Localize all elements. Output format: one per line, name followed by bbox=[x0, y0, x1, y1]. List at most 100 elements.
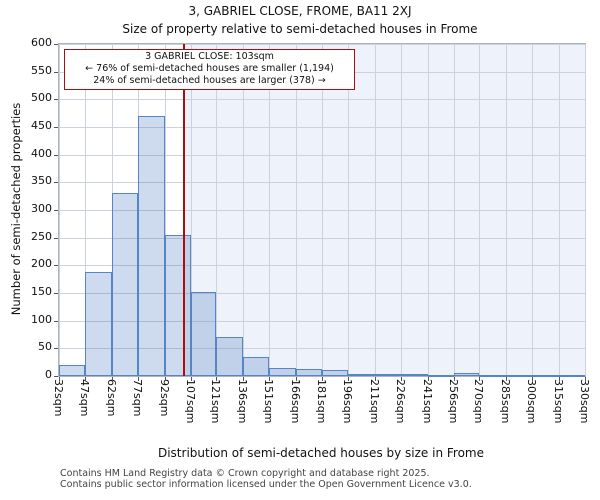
plot-area: 3 GABRIEL CLOSE: 103sqm ← 76% of semi-de… bbox=[54, 43, 586, 381]
x-tick bbox=[322, 377, 323, 381]
x-gridline bbox=[532, 44, 534, 376]
x-gridline bbox=[85, 44, 87, 376]
histogram-bar bbox=[454, 373, 480, 376]
x-tick bbox=[191, 377, 193, 381]
x-gridline bbox=[585, 44, 586, 376]
histogram-bar bbox=[138, 115, 165, 376]
y-tick bbox=[54, 210, 58, 211]
footer-attribution-1: Contains HM Land Registry data © Crown c… bbox=[60, 468, 430, 479]
histogram-bar bbox=[427, 374, 455, 377]
histogram-bar bbox=[322, 369, 349, 376]
x-tick bbox=[295, 377, 297, 381]
x-tick-label: 121sqm bbox=[209, 379, 223, 424]
histogram-bar bbox=[505, 374, 533, 377]
x-gridline bbox=[269, 44, 271, 376]
y-tick bbox=[54, 265, 58, 267]
property-size-marker-line bbox=[183, 44, 186, 376]
x-tick bbox=[479, 377, 481, 381]
y-tick-label: 100 bbox=[31, 312, 52, 326]
x-tick-label: 32sqm bbox=[52, 379, 65, 417]
y-tick-label: 300 bbox=[31, 202, 52, 215]
y-tick-label: 200 bbox=[31, 257, 52, 271]
x-tick-label: 181sqm bbox=[315, 379, 328, 424]
histogram-bar bbox=[479, 374, 506, 377]
y-tick bbox=[54, 348, 58, 350]
x-gridline bbox=[348, 44, 350, 376]
y-tick bbox=[54, 320, 58, 322]
y-tick bbox=[54, 182, 58, 184]
x-gridline bbox=[427, 44, 429, 376]
y-tick bbox=[54, 71, 58, 73]
histogram-bar bbox=[59, 364, 86, 376]
x-gridline bbox=[59, 44, 60, 376]
x-tick-label: 256sqm bbox=[447, 379, 461, 424]
x-tick bbox=[59, 377, 60, 381]
histogram-bar bbox=[401, 373, 428, 376]
callout-line-1: 3 GABRIEL CLOSE: 103sqm bbox=[145, 51, 274, 62]
x-tick-label: 285sqm bbox=[498, 379, 512, 424]
x-gridline bbox=[454, 44, 456, 376]
histogram-bar bbox=[85, 271, 112, 376]
x-tick-label: 151sqm bbox=[262, 379, 276, 424]
x-tick bbox=[164, 377, 166, 381]
y-tick bbox=[54, 99, 58, 101]
histogram-bar bbox=[558, 374, 585, 377]
x-gridline bbox=[191, 44, 193, 376]
x-tick bbox=[242, 377, 244, 381]
x-tick bbox=[138, 377, 140, 381]
x-gridline bbox=[479, 44, 481, 376]
y-tick-label: 550 bbox=[31, 63, 52, 77]
histogram-bar bbox=[216, 337, 243, 376]
histogram-bar bbox=[295, 368, 322, 376]
histogram-bar bbox=[374, 373, 402, 376]
x-tick bbox=[401, 377, 403, 381]
x-tick bbox=[505, 377, 507, 381]
x-tick bbox=[348, 377, 350, 381]
histogram-bar bbox=[348, 374, 375, 377]
x-gridline bbox=[216, 44, 218, 376]
y-tick bbox=[54, 376, 58, 377]
x-gridline bbox=[242, 44, 244, 376]
histogram-bar bbox=[269, 367, 296, 376]
y-tick-label: 150 bbox=[31, 285, 52, 298]
y-tick-label: 50 bbox=[38, 340, 52, 354]
x-tick-label: 62sqm bbox=[104, 379, 118, 417]
histogram-bar bbox=[242, 357, 270, 376]
x-tick-label: 211sqm bbox=[367, 379, 381, 424]
y-tick bbox=[54, 237, 58, 239]
y-tick-label: 350 bbox=[31, 174, 52, 188]
y-tick bbox=[54, 293, 58, 294]
x-tick-label: 166sqm bbox=[288, 379, 302, 424]
callout-line-3: 24% of semi-detached houses are larger (… bbox=[93, 75, 326, 86]
chart-subtitle: Size of property relative to semi-detach… bbox=[122, 22, 478, 36]
x-axis-label: Distribution of semi-detached houses by … bbox=[157, 446, 484, 460]
histogram-bar bbox=[191, 291, 217, 376]
histogram-bar bbox=[111, 192, 139, 376]
y-tick-label: 0 bbox=[45, 368, 52, 381]
y-tick-label: 250 bbox=[31, 229, 52, 243]
x-tick-label: 241sqm bbox=[420, 379, 434, 424]
x-gridline bbox=[295, 44, 297, 376]
x-tick-label: 330sqm bbox=[578, 379, 591, 424]
x-tick-label: 77sqm bbox=[131, 379, 145, 417]
x-tick-label: 92sqm bbox=[157, 379, 171, 417]
x-tick bbox=[558, 377, 560, 381]
x-tick bbox=[85, 377, 87, 381]
property-callout-box: 3 GABRIEL CLOSE: 103sqm ← 76% of semi-de… bbox=[64, 49, 355, 90]
x-tick bbox=[111, 377, 113, 381]
x-tick bbox=[585, 377, 586, 381]
x-tick-label: 226sqm bbox=[394, 379, 408, 424]
x-tick-label: 136sqm bbox=[235, 379, 249, 424]
y-tick-label: 400 bbox=[31, 146, 52, 160]
x-tick bbox=[374, 377, 376, 381]
x-gridline bbox=[401, 44, 403, 376]
x-tick bbox=[427, 377, 429, 381]
y-tick-label: 600 bbox=[31, 36, 52, 49]
footer-attribution-2: Contains public sector information licen… bbox=[60, 478, 472, 490]
x-tick bbox=[532, 377, 534, 381]
x-gridline bbox=[558, 44, 560, 376]
y-tick bbox=[54, 44, 58, 45]
y-tick bbox=[54, 154, 58, 156]
x-tick-label: 47sqm bbox=[78, 379, 92, 417]
